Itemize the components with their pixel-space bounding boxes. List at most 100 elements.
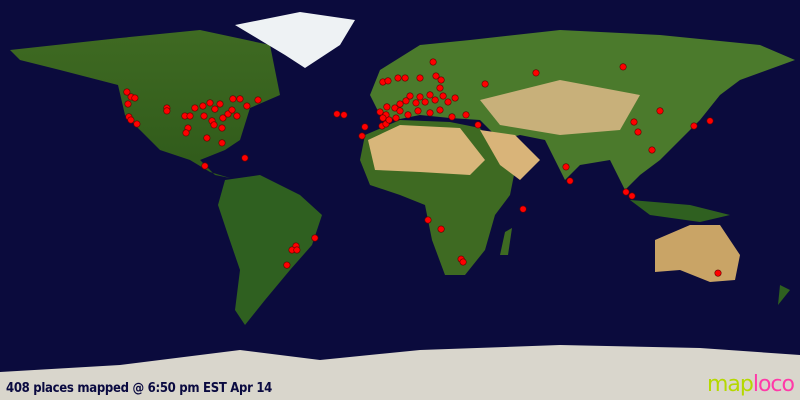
place-marker[interactable]: [254, 96, 262, 104]
southeast-asia-islands: [630, 200, 730, 222]
place-marker[interactable]: [383, 103, 391, 111]
place-marker[interactable]: [426, 91, 434, 99]
sahara: [368, 125, 485, 175]
place-marker[interactable]: [444, 98, 452, 106]
place-marker[interactable]: [182, 129, 190, 137]
place-marker[interactable]: [199, 102, 207, 110]
place-marker[interactable]: [243, 102, 251, 110]
place-marker[interactable]: [200, 112, 208, 120]
place-marker[interactable]: [656, 107, 664, 115]
place-marker[interactable]: [283, 261, 291, 269]
place-marker[interactable]: [385, 116, 393, 124]
place-marker[interactable]: [216, 100, 224, 108]
madagascar: [500, 228, 512, 255]
place-marker[interactable]: [404, 111, 412, 119]
place-marker[interactable]: [163, 107, 171, 115]
place-marker[interactable]: [384, 77, 392, 85]
place-marker[interactable]: [340, 111, 348, 119]
new-zealand: [778, 285, 790, 305]
place-marker[interactable]: [241, 154, 249, 162]
place-marker[interactable]: [229, 95, 237, 103]
place-marker[interactable]: [311, 234, 319, 242]
place-marker[interactable]: [379, 114, 387, 122]
place-marker[interactable]: [706, 117, 714, 125]
place-marker[interactable]: [481, 80, 489, 88]
place-marker[interactable]: [358, 132, 366, 140]
place-marker[interactable]: [630, 118, 638, 126]
place-marker[interactable]: [634, 128, 642, 136]
place-marker[interactable]: [206, 99, 214, 107]
place-marker[interactable]: [210, 121, 218, 129]
place-marker[interactable]: [402, 97, 410, 105]
central-asia-desert: [480, 80, 640, 135]
place-marker[interactable]: [401, 74, 409, 82]
place-marker[interactable]: [203, 134, 211, 142]
place-marker[interactable]: [233, 112, 241, 120]
place-marker[interactable]: [124, 100, 132, 108]
place-marker[interactable]: [448, 113, 456, 121]
place-marker[interactable]: [219, 114, 227, 122]
place-marker[interactable]: [333, 110, 341, 118]
place-marker[interactable]: [566, 177, 574, 185]
place-marker[interactable]: [127, 116, 135, 124]
place-marker[interactable]: [436, 106, 444, 114]
place-marker[interactable]: [186, 112, 194, 120]
place-marker[interactable]: [437, 76, 445, 84]
place-marker[interactable]: [133, 120, 141, 128]
place-marker[interactable]: [394, 74, 402, 82]
place-marker[interactable]: [421, 98, 429, 106]
place-marker[interactable]: [429, 58, 437, 66]
place-marker[interactable]: [392, 114, 400, 122]
maploco-logo[interactable]: maploco: [707, 372, 795, 397]
places-mapped-status: 408 places mapped @ 6:50 pm EST Apr 14: [6, 381, 273, 396]
south-america: [218, 175, 322, 325]
place-marker[interactable]: [619, 63, 627, 71]
place-marker[interactable]: [201, 162, 209, 170]
place-marker[interactable]: [376, 108, 384, 116]
place-marker[interactable]: [519, 205, 527, 213]
place-marker[interactable]: [228, 106, 236, 114]
greenland: [235, 12, 355, 68]
place-marker[interactable]: [426, 109, 434, 117]
place-marker[interactable]: [236, 95, 244, 103]
place-marker[interactable]: [396, 107, 404, 115]
place-marker[interactable]: [622, 188, 630, 196]
place-marker[interactable]: [191, 104, 199, 112]
place-marker[interactable]: [690, 122, 698, 130]
place-marker[interactable]: [648, 146, 656, 154]
place-marker[interactable]: [459, 258, 467, 266]
place-marker[interactable]: [412, 99, 420, 107]
place-marker[interactable]: [437, 225, 445, 233]
place-marker[interactable]: [562, 163, 570, 171]
north-america: [10, 30, 280, 178]
place-marker[interactable]: [436, 84, 444, 92]
place-marker[interactable]: [293, 246, 301, 254]
place-marker[interactable]: [396, 100, 404, 108]
place-marker[interactable]: [432, 72, 440, 80]
place-marker[interactable]: [451, 94, 459, 102]
place-marker[interactable]: [123, 88, 131, 96]
markers: [123, 58, 722, 277]
place-marker[interactable]: [439, 92, 447, 100]
place-marker[interactable]: [462, 111, 470, 119]
place-marker[interactable]: [416, 93, 424, 101]
place-marker[interactable]: [414, 107, 422, 115]
place-marker[interactable]: [406, 92, 414, 100]
continents: [0, 12, 800, 400]
place-marker[interactable]: [218, 139, 226, 147]
place-marker[interactable]: [131, 94, 139, 102]
place-marker[interactable]: [474, 121, 482, 129]
place-marker[interactable]: [361, 123, 369, 131]
arabia: [480, 130, 540, 180]
place-marker[interactable]: [211, 105, 219, 113]
place-marker[interactable]: [532, 69, 540, 77]
place-marker[interactable]: [424, 216, 432, 224]
place-marker[interactable]: [218, 124, 226, 132]
place-marker[interactable]: [628, 192, 636, 200]
place-marker[interactable]: [416, 74, 424, 82]
place-marker[interactable]: [431, 96, 439, 104]
antarctica: [0, 345, 800, 400]
place-marker[interactable]: [714, 269, 722, 277]
